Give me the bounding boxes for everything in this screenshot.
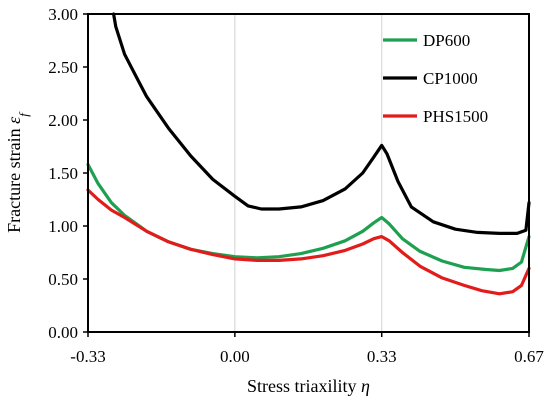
x-tick-label: 0.00: [220, 347, 250, 366]
x-tick-label: 0.67: [514, 347, 544, 366]
legend-label-dp600: DP600: [423, 31, 470, 50]
series-line-phs1500: [86, 188, 531, 296]
y-tick-label: 0.50: [48, 270, 78, 289]
x-tick-label: -0.33: [70, 347, 105, 366]
series-line-dp600: [86, 162, 531, 273]
y-tick-label: 1.50: [48, 164, 78, 183]
legend-label-cp1000: CP1000: [423, 69, 478, 88]
y-tick-label: 3.00: [48, 5, 78, 24]
series-layer: [86, 12, 531, 296]
y-axis-title: Fracture strain εf: [4, 111, 31, 233]
y-tick-label: 0.00: [48, 323, 78, 342]
y-tick-label: 2.50: [48, 58, 78, 77]
grid-layer: [234, 14, 383, 332]
y-tick-label: 1.00: [48, 217, 78, 236]
x-tick-label: 0.33: [367, 347, 397, 366]
y-tick-label: 2.00: [48, 111, 78, 130]
tick-layer: 0.00 0.50 1.00 1.50 2.00 2.50 3.00 -0.33 0.00 0.3…: [48, 5, 544, 366]
legend-label-phs1500: PHS1500: [423, 107, 488, 126]
legend: DP600 CP1000 PHS1500: [383, 31, 488, 126]
series-line-cp1000: [112, 12, 531, 235]
x-axis-title: Stress triaxility η: [247, 376, 370, 396]
